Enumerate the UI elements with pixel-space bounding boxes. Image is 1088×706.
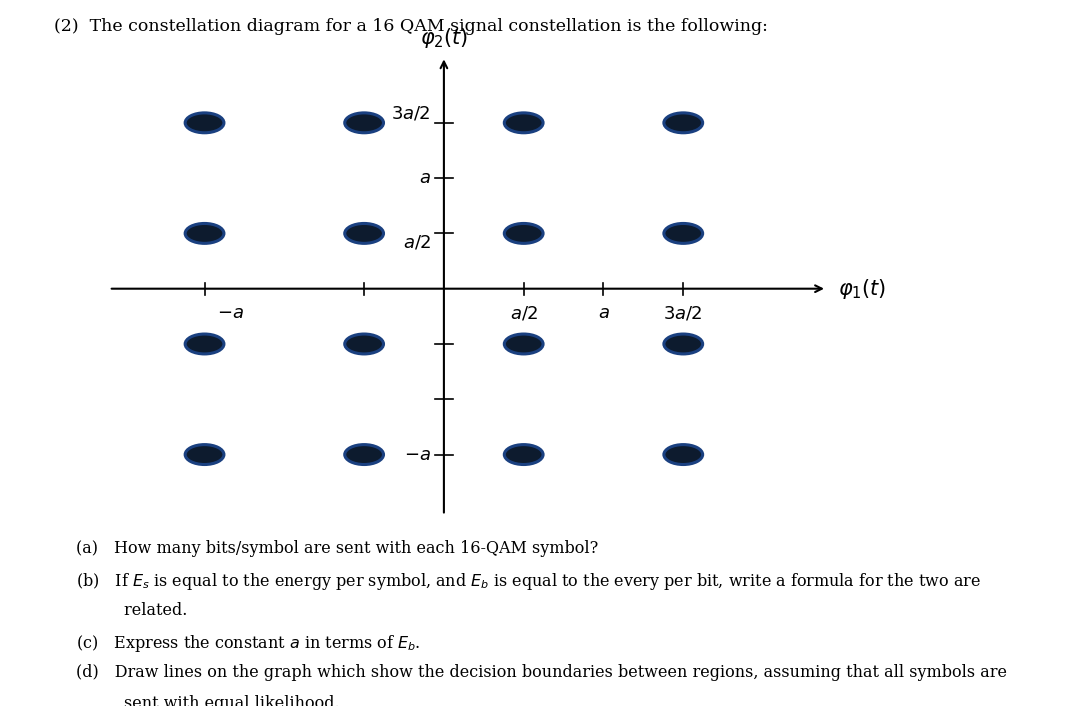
Ellipse shape <box>664 224 703 244</box>
Text: $a$: $a$ <box>597 304 609 322</box>
Text: $a$: $a$ <box>419 169 431 187</box>
Ellipse shape <box>505 113 543 133</box>
Ellipse shape <box>505 445 543 465</box>
Text: (c) Express the constant $a$ in terms of $E_b$.: (c) Express the constant $a$ in terms of… <box>76 633 421 654</box>
Ellipse shape <box>185 445 224 465</box>
Text: (b) If $E_s$ is equal to the energy per symbol, and $E_b$ is equal to the every : (b) If $E_s$ is equal to the energy per … <box>76 571 981 592</box>
Ellipse shape <box>345 445 383 465</box>
Text: (d) Draw lines on the graph which show the decision boundaries between regions, : (d) Draw lines on the graph which show t… <box>76 664 1007 681</box>
Text: (a) How many bits/symbol are sent with each 16-QAM symbol?: (a) How many bits/symbol are sent with e… <box>76 540 598 557</box>
Ellipse shape <box>664 445 703 465</box>
Text: $a/2$: $a/2$ <box>403 234 431 251</box>
Ellipse shape <box>185 334 224 354</box>
Text: $\varphi_2(t)$: $\varphi_2(t)$ <box>420 26 468 50</box>
Text: sent with equal likelihood.: sent with equal likelihood. <box>76 695 339 706</box>
Text: $3a/2$: $3a/2$ <box>392 104 431 123</box>
Text: $\varphi_1(t)$: $\varphi_1(t)$ <box>838 277 887 301</box>
Ellipse shape <box>505 224 543 244</box>
Ellipse shape <box>345 334 383 354</box>
Text: related.: related. <box>76 602 187 619</box>
Ellipse shape <box>185 224 224 244</box>
Text: $-a$: $-a$ <box>405 445 431 464</box>
Text: (2)  The constellation diagram for a 16 QAM signal constellation is the followin: (2) The constellation diagram for a 16 Q… <box>54 18 768 35</box>
Ellipse shape <box>185 113 224 133</box>
Ellipse shape <box>505 334 543 354</box>
Ellipse shape <box>664 113 703 133</box>
Ellipse shape <box>664 334 703 354</box>
Text: $3a/2$: $3a/2$ <box>664 304 703 322</box>
Text: $-a$: $-a$ <box>218 304 244 322</box>
Ellipse shape <box>345 224 383 244</box>
Ellipse shape <box>345 113 383 133</box>
Text: $a/2$: $a/2$ <box>509 304 537 322</box>
